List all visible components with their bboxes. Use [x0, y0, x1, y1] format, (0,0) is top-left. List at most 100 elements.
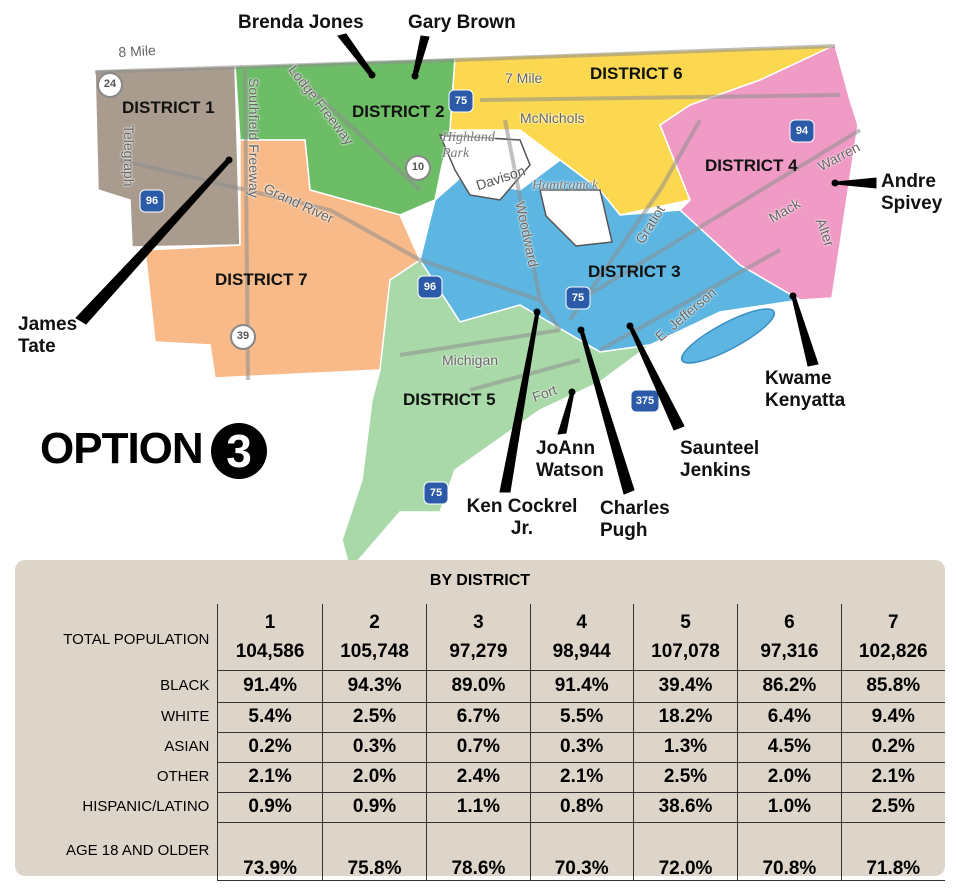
- callouts: [75, 33, 877, 495]
- row-label: ASIAN: [164, 738, 210, 755]
- table-cell: 2.5%: [321, 702, 427, 733]
- callout-dot: [368, 71, 376, 79]
- table-cell: 70.8%: [737, 822, 841, 881]
- shield-number: 24: [103, 78, 117, 90]
- state-shield: [405, 155, 431, 181]
- district-label: DISTRICT 4: [705, 156, 798, 175]
- table-cell: 2.5%: [840, 792, 945, 823]
- shield-number: 39: [236, 330, 250, 342]
- district-table-panel: BY DISTRICT TOTAL POPULATION 1 2 3 4 5 6 7 104,5…: [15, 560, 945, 881]
- member-name: Charles Pugh: [600, 498, 670, 541]
- callout-dot: [411, 72, 419, 80]
- table-row: AGE 18 AND OLDER 73.9% 75.8% 78.6% 70.3% 72.0…: [15, 822, 945, 881]
- table-cell: 73.9%: [217, 822, 323, 881]
- table-cell: 97,279: [426, 634, 531, 671]
- table-row: ASIAN 0.2% 0.3% 0.7% 0.3% 1.3% 4.5% 0.2%: [15, 732, 945, 763]
- road-label: Southfield Freeway: [246, 78, 262, 198]
- district-label: DISTRICT 5: [403, 390, 496, 409]
- table-cell: 89.0%: [426, 670, 531, 703]
- place-label: Highland Park: [442, 130, 495, 161]
- option-title: OPTION: [40, 424, 204, 473]
- table-cell: 71.8%: [840, 822, 945, 881]
- road-line: [119, 158, 541, 302]
- belle-isle: [680, 308, 776, 364]
- table-cell: 107,078: [632, 634, 738, 671]
- callout: [791, 295, 819, 367]
- road-label: Michigan: [442, 352, 499, 368]
- shield-number: 75: [571, 292, 585, 304]
- row-label: WHITE: [161, 708, 210, 725]
- roads: [94, 44, 862, 392]
- member-name: Ken Cockrel Jr.: [466, 496, 578, 539]
- table-cell: 4.5%: [737, 732, 841, 763]
- callout-dot: [225, 156, 233, 164]
- table-row: BLACK 91.4% 94.3% 89.0% 91.4% 39.4% 86.2% 85.8%: [15, 670, 945, 703]
- table-cell: 70.3%: [529, 822, 634, 881]
- district-table: TOTAL POPULATION 1 2 3 4 5 6 7 104,586 105,748 97,…: [15, 604, 945, 881]
- header-row: TOTAL POPULATION 1 2 3 4 5 6 7: [15, 604, 945, 648]
- table-cell: 72.0%: [632, 822, 738, 881]
- table-cell: 104,586: [217, 634, 323, 671]
- table-cell: 97,316: [737, 634, 841, 671]
- column-header: 4: [529, 604, 634, 634]
- district-label: DISTRICT 1: [122, 98, 215, 117]
- table-cell: 105,748: [321, 634, 427, 671]
- table-cell: 9.4%: [840, 702, 945, 733]
- state-shield: [97, 72, 123, 98]
- table-cell: 2.1%: [217, 762, 323, 793]
- interstate-shield: [789, 119, 815, 143]
- shield-number: 96: [423, 281, 437, 293]
- row-label: HISPANIC/LATINO: [82, 798, 210, 815]
- row-label: TOTAL POPULATION: [63, 631, 210, 648]
- shields: [97, 72, 815, 505]
- member-name: James Tate: [18, 314, 78, 357]
- shield-number: 75: [454, 95, 468, 107]
- table-cell: 0.8%: [529, 792, 634, 823]
- table-row: WHITE 5.4% 2.5% 6.7% 5.5% 18.2% 6.4% 9.4%: [15, 702, 945, 733]
- table-cell: 6.4%: [737, 702, 841, 733]
- table-cell: 86.2%: [737, 670, 841, 703]
- member-name: Kwame Kenyatta: [765, 368, 846, 411]
- table-cell: 38.6%: [632, 792, 738, 823]
- table-cell: 98,944: [529, 634, 634, 671]
- member-name: Gary Brown: [408, 12, 516, 33]
- table-cell: 2.1%: [529, 762, 634, 793]
- district-label: DISTRICT 2: [352, 102, 445, 121]
- table-cell: 85.8%: [840, 670, 945, 703]
- column-header: 7: [840, 604, 945, 634]
- road-line: [568, 119, 702, 322]
- callout-dot: [577, 326, 585, 334]
- state-shield: [230, 324, 256, 350]
- table-cell: 2.1%: [840, 762, 945, 793]
- column-header: 5: [632, 604, 738, 634]
- member-name: Brenda Jones: [238, 12, 364, 33]
- callout-dot: [831, 179, 839, 187]
- callout-dot: [568, 388, 576, 396]
- shield-number: 75: [429, 487, 443, 499]
- highland-park: [438, 134, 531, 201]
- interstate-shield: [139, 189, 165, 213]
- hamtramck: [539, 189, 613, 247]
- table-cell: 91.4%: [529, 670, 634, 703]
- table-cell: 2.0%: [321, 762, 427, 793]
- road-label: 7 Mile: [505, 70, 543, 86]
- district-label: DISTRICT 7: [215, 270, 308, 289]
- table-cell: 5.5%: [529, 702, 634, 733]
- shield-number: 94: [795, 125, 809, 137]
- road-line: [578, 128, 862, 302]
- table-cell: 18.2%: [632, 702, 738, 733]
- table-cell: 1.3%: [632, 732, 738, 763]
- place-label: Hamtramck: [532, 178, 599, 193]
- option-number: 3: [211, 423, 267, 479]
- callout-dot: [533, 308, 541, 316]
- column-header: 3: [426, 604, 531, 634]
- map: [75, 33, 877, 560]
- road-line: [479, 93, 841, 102]
- table-cell: 1.1%: [426, 792, 531, 823]
- table-cell: 78.6%: [426, 822, 531, 881]
- shield-number: 375: [635, 395, 655, 407]
- callout-dot: [626, 322, 634, 330]
- callout-dot: [789, 292, 797, 300]
- district-label: DISTRICT 6: [590, 64, 683, 83]
